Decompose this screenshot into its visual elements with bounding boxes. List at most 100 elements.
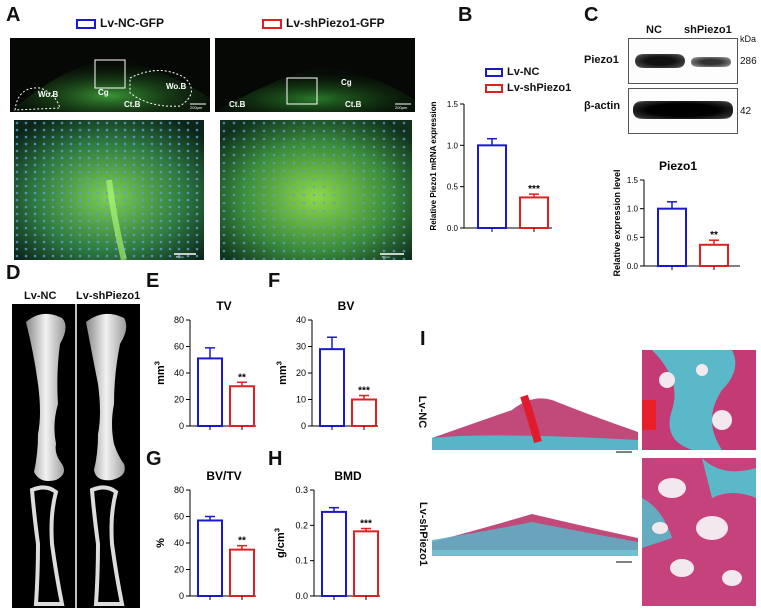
y-axis-label: mm3 xyxy=(275,361,289,385)
y-tick-label: 20 xyxy=(296,368,306,378)
y-tick-label: 60 xyxy=(174,512,184,522)
y-tick-label: 0.3 xyxy=(295,485,308,495)
band-bactin xyxy=(633,101,733,119)
bar-nc xyxy=(319,348,345,427)
bar-nc xyxy=(477,144,507,229)
histology-nc-zoom xyxy=(642,350,756,450)
chart-f-bv: BV 0 10 20 30 40 mm3 *** xyxy=(275,299,378,431)
chart-c-protein: Piezo1 0.0 0.5 1.0 1.5 Relative expression le… xyxy=(612,159,740,277)
legend-sh-gfp-label: Lv-shPiezo1-GFP xyxy=(286,16,385,30)
wb-mw-286: 286 xyxy=(740,56,757,67)
significance-marker: ** xyxy=(710,230,718,241)
significance-marker: ** xyxy=(238,372,246,383)
chart-title: Piezo1 xyxy=(659,159,697,173)
panel-label-b: B xyxy=(458,4,473,26)
bar-sh xyxy=(353,530,379,597)
chart-b-mrna: 0.0 0.5 1.0 1.5 Relative Piezo1 mRNA express… xyxy=(429,100,552,233)
panel-label-c: C xyxy=(584,4,599,26)
label-ct-b-2: Ct.B xyxy=(229,100,246,109)
d-label-nc: Lv-NC xyxy=(24,290,57,302)
y-tick-label: 0 xyxy=(179,421,184,431)
micrograph-sh-zoom: 50μm xyxy=(220,120,412,260)
wb-col-sh: shPiezo1 xyxy=(684,24,732,36)
legend-nc-label: Lv-NC xyxy=(507,66,540,78)
label-cg-1: Cg xyxy=(98,88,109,97)
y-tick-label: 0 xyxy=(301,421,306,431)
panel-label-a: A xyxy=(6,4,21,26)
chart-title: BV/TV xyxy=(206,469,241,483)
y-tick-label: 1.0 xyxy=(447,141,459,150)
bar-nc xyxy=(657,207,687,267)
legend-swatch-b-sh xyxy=(485,83,503,93)
label-ct-b-1: Ct.B xyxy=(124,100,141,109)
significance-marker: *** xyxy=(528,184,540,195)
bar-sh xyxy=(229,548,255,597)
legend-nc: Lv-NC xyxy=(485,66,539,78)
wb-blot-bactin xyxy=(628,88,738,134)
micrograph-sh-overview: Cg Ct.B Ct.B 200μm xyxy=(215,38,415,112)
i-row-label-nc-wrap: Lv-NC xyxy=(414,384,430,444)
label-wo-b-1: Wo.B xyxy=(38,90,59,99)
wb-row-piezo1: Piezo1 xyxy=(584,54,619,66)
chart-h-bmd: BMD 0.0 0.1 0.2 0.3 g/cm3 *** xyxy=(273,469,380,601)
micrograph-nc-zoom: 50μm xyxy=(14,120,204,260)
chart-e-tv: TV 0 20 40 60 80 mm3 ** xyxy=(153,299,256,431)
label-wo-b-2: Wo.B xyxy=(166,82,187,91)
legend-swatch-sh xyxy=(262,18,282,29)
scale-bar-label-1: 200μm xyxy=(190,105,203,110)
y-tick-label: 40 xyxy=(174,538,184,548)
histology-sh-zoom xyxy=(642,458,756,606)
bar-nc xyxy=(197,519,223,597)
y-tick-label: 80 xyxy=(174,485,184,495)
scale-bar-label-2: 200μm xyxy=(395,105,408,110)
scale-bar-label-4: 50μm xyxy=(382,255,390,259)
panel-label-h: H xyxy=(268,448,283,470)
legend-nc-gfp: Lv-NC-GFP xyxy=(76,16,164,30)
chart-title: TV xyxy=(216,299,231,313)
y-tick-label: 0.5 xyxy=(627,233,639,242)
histology-sh-overview xyxy=(432,490,638,568)
legend-sh-gfp: Lv-shPiezo1-GFP xyxy=(262,16,385,30)
y-tick-label: 0.0 xyxy=(295,591,308,601)
scale-bar-label-3: 50μm xyxy=(176,255,184,259)
legend-swatch-b-nc xyxy=(485,67,503,77)
y-tick-label: 1.5 xyxy=(447,100,459,109)
significance-marker: *** xyxy=(360,519,372,530)
y-axis-label: Relative expression level xyxy=(612,169,622,276)
wb-mw-42: 42 xyxy=(740,106,752,117)
legend-swatch-nc xyxy=(76,18,96,29)
bar-sh xyxy=(229,385,255,427)
y-tick-label: 0.5 xyxy=(447,183,459,192)
band-sh-piezo1 xyxy=(691,57,731,67)
y-tick-label: 30 xyxy=(296,342,306,352)
legend-nc-gfp-label: Lv-NC-GFP xyxy=(100,16,164,30)
bar-nc xyxy=(197,357,223,427)
y-tick-label: 40 xyxy=(296,315,306,325)
wb-row-bactin: β-actin xyxy=(584,100,621,112)
chart-title: BMD xyxy=(334,469,362,483)
panel-label-g: G xyxy=(146,448,162,470)
y-axis-label: mm3 xyxy=(153,361,167,385)
y-tick-label: 0 xyxy=(179,591,184,601)
y-axis-label: % xyxy=(155,538,167,548)
y-axis-label: Relative Piezo1 mRNA expression xyxy=(429,101,438,230)
bar-sh xyxy=(519,196,549,229)
y-tick-label: 80 xyxy=(174,315,184,325)
legend-sh-label: Lv-shPiezo1 xyxy=(507,82,572,94)
y-tick-label: 0.0 xyxy=(447,224,459,233)
y-tick-label: 1.0 xyxy=(627,205,639,214)
y-tick-label: 0.1 xyxy=(295,556,308,566)
i-row-label-sh: Lv-shPiezo1 xyxy=(417,501,429,567)
y-tick-label: 20 xyxy=(174,395,184,405)
panel-label-i: I xyxy=(420,328,426,350)
i-row-label-sh-wrap: Lv-shPiezo1 xyxy=(414,490,430,580)
panel-label-e: E xyxy=(146,270,160,292)
y-tick-label: 60 xyxy=(174,342,184,352)
d-label-sh: Lv-shPiezo1 xyxy=(76,290,141,302)
y-tick-label: 10 xyxy=(296,395,306,405)
histology-nc-overview xyxy=(432,380,638,458)
bar-sh xyxy=(351,398,377,427)
band-nc-piezo1 xyxy=(635,54,685,68)
i-row-label-nc: Lv-NC xyxy=(416,395,428,429)
y-tick-label: 1.5 xyxy=(627,176,639,185)
